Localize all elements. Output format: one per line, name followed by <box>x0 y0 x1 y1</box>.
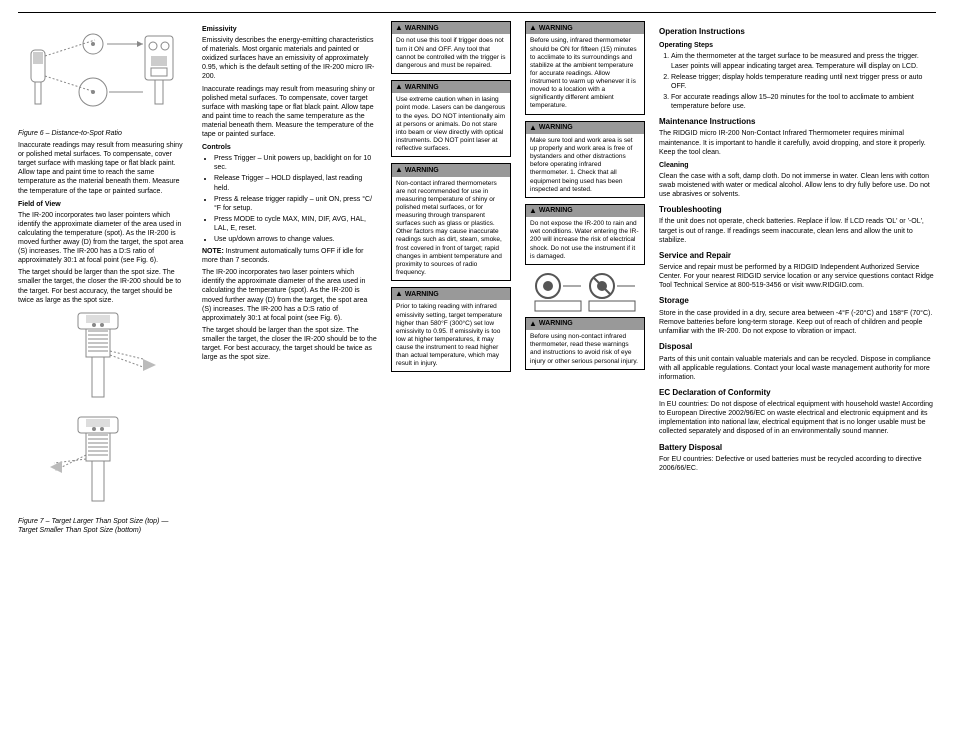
right-icon <box>533 271 583 313</box>
maint-p: The RIDGID micro IR-200 Non-Contact Infr… <box>659 129 936 156</box>
warning-box-2: ▲WARNING Use extreme caution when in las… <box>391 80 511 157</box>
warning-box-8: ▲WARNING Before using non-contact infrar… <box>525 317 645 370</box>
emissivity-heading: Emissivity <box>202 25 377 34</box>
emiss-p2: Inaccurate readings may result from meas… <box>202 85 377 140</box>
figure-7-top <box>18 309 188 409</box>
ctrl-4: Press MODE to cycle MAX, MIN, DIF, AVG, … <box>214 215 377 233</box>
warning-icon: ▲ <box>395 23 403 33</box>
column-3: ▲WARNING Do not use this tool if trigger… <box>391 21 511 538</box>
service-p: Service and repair must be performed by … <box>659 263 936 290</box>
service-heading: Service and Repair <box>659 251 936 261</box>
col1-emiss-p1: Inaccurate readings may result from meas… <box>18 141 188 196</box>
note-label: NOTE: Instrument automatically turns OFF… <box>202 247 377 265</box>
controls-list: Press Trigger – Unit powers up, backligh… <box>214 154 377 244</box>
controls-heading: Controls <box>202 143 377 152</box>
warning-box-6: ▲WARNING Make sure tool and work area is… <box>525 121 645 198</box>
warn-h8: WARNING <box>539 319 573 328</box>
op1: Aim the thermometer at the target surfac… <box>671 52 936 70</box>
spot-p: The target should be larger than the spo… <box>18 268 188 304</box>
warning-icon: ▲ <box>395 165 403 175</box>
figure-6-label: Figure 6 – Distance-to-Spot Ratio <box>18 129 188 138</box>
clean-p: Clean the case with a soft, damp cloth. … <box>659 172 936 199</box>
fov-p: The IR-200 incorporates two laser pointe… <box>18 211 188 266</box>
maintenance-heading: Maintenance Instructions <box>659 117 936 127</box>
disposal-heading: Disposal <box>659 342 936 352</box>
op2: Release trigger; display holds temperatu… <box>671 73 936 91</box>
ctrl-2: Release Trigger – HOLD displayed, last r… <box>214 174 377 192</box>
battery-heading: Battery Disposal <box>659 443 936 453</box>
ctrl-5: Use up/down arrows to change values. <box>214 235 377 244</box>
emiss-p1: Emissivity describes the energy-emitting… <box>202 36 377 81</box>
ops-heading: Operating Steps <box>659 41 936 50</box>
batt-p: For EU countries: Defective or used batt… <box>659 455 936 473</box>
warning-icon: ▲ <box>529 23 537 33</box>
ctrl-3: Press & release trigger rapidly – unit O… <box>214 195 377 213</box>
warn-h6: WARNING <box>539 123 573 132</box>
warn-h4: WARNING <box>405 290 439 299</box>
fov-rep: The IR-200 incorporates two laser pointe… <box>202 268 377 323</box>
warning-box-5: ▲WARNING Before using, infrared thermome… <box>525 21 645 115</box>
ec-heading: EC Declaration of Conformity <box>659 388 936 398</box>
rule-top <box>18 12 936 13</box>
ctrl-1: Press Trigger – Unit powers up, backligh… <box>214 154 377 172</box>
column-5: Operation Instructions Operating Steps A… <box>659 21 936 538</box>
column-4: ▲WARNING Before using, infrared thermome… <box>525 21 645 538</box>
op3: For accurate readings allow 15–20 minute… <box>671 93 936 111</box>
warn-b1: Do not use this tool if trigger does not… <box>392 34 510 73</box>
warn-b8: Before using non-contact infrared thermo… <box>526 330 644 369</box>
warn-h1: WARNING <box>405 24 439 33</box>
warn-b2: Use extreme caution when in lasing point… <box>392 93 510 156</box>
warn-b4: Prior to taking reading with infrared em… <box>392 300 510 371</box>
warning-icon: ▲ <box>529 206 537 216</box>
wrong-icon <box>587 271 637 313</box>
warning-box-1: ▲WARNING Do not use this tool if trigger… <box>391 21 511 74</box>
cleaning-heading: Cleaning <box>659 161 936 170</box>
column-1: Figure 6 – Distance-to-Spot Ratio Inaccu… <box>18 21 188 538</box>
warn-b3: Non-contact infrared thermometers are no… <box>392 177 510 281</box>
warning-box-7: ▲WARNING Do not expose the IR-200 to rai… <box>525 204 645 265</box>
column-2: Emissivity Emissivity describes the ener… <box>202 21 377 538</box>
ops-list: Aim the thermometer at the target surfac… <box>671 52 936 111</box>
figure-7-label: Figure 7 – Target Larger Than Spot Size … <box>18 517 188 535</box>
figure-6 <box>18 25 188 125</box>
disposal-p: Parts of this unit contain valuable mate… <box>659 355 936 382</box>
warning-icon: ▲ <box>529 123 537 133</box>
warn-h2: WARNING <box>405 83 439 92</box>
storage-p: Store in the case provided in a dry, sec… <box>659 309 936 336</box>
warning-box-4: ▲WARNING Prior to taking reading with in… <box>391 287 511 372</box>
warning-box-3: ▲WARNING Non-contact infrared thermomete… <box>391 163 511 281</box>
warn-h5: WARNING <box>539 24 573 33</box>
storage-heading: Storage <box>659 296 936 306</box>
fov-heading: Field of View <box>18 200 188 209</box>
warn-b6: Make sure tool and work area is set up p… <box>526 134 644 197</box>
right-wrong-icons <box>525 271 645 313</box>
spot-rep: The target should be larger than the spo… <box>202 326 377 362</box>
figure-7-bottom <box>18 413 188 513</box>
warn-b7: Do not expose the IR-200 to rain and wet… <box>526 217 644 264</box>
warn-h3: WARNING <box>405 166 439 175</box>
page-container: Figure 6 – Distance-to-Spot Ratio Inaccu… <box>18 21 936 538</box>
troubleshoot-heading: Troubleshooting <box>659 205 936 215</box>
warning-icon: ▲ <box>395 82 403 92</box>
warning-icon: ▲ <box>529 319 537 329</box>
warn-h7: WARNING <box>539 206 573 215</box>
ec-p: In EU countries: Do not dispose of elect… <box>659 400 936 436</box>
warn-b5: Before using, infrared thermometer shoul… <box>526 34 644 113</box>
trouble-p: If the unit does not operate, check batt… <box>659 217 936 244</box>
operation-heading: Operation Instructions <box>659 27 936 37</box>
warning-icon: ▲ <box>395 289 403 299</box>
